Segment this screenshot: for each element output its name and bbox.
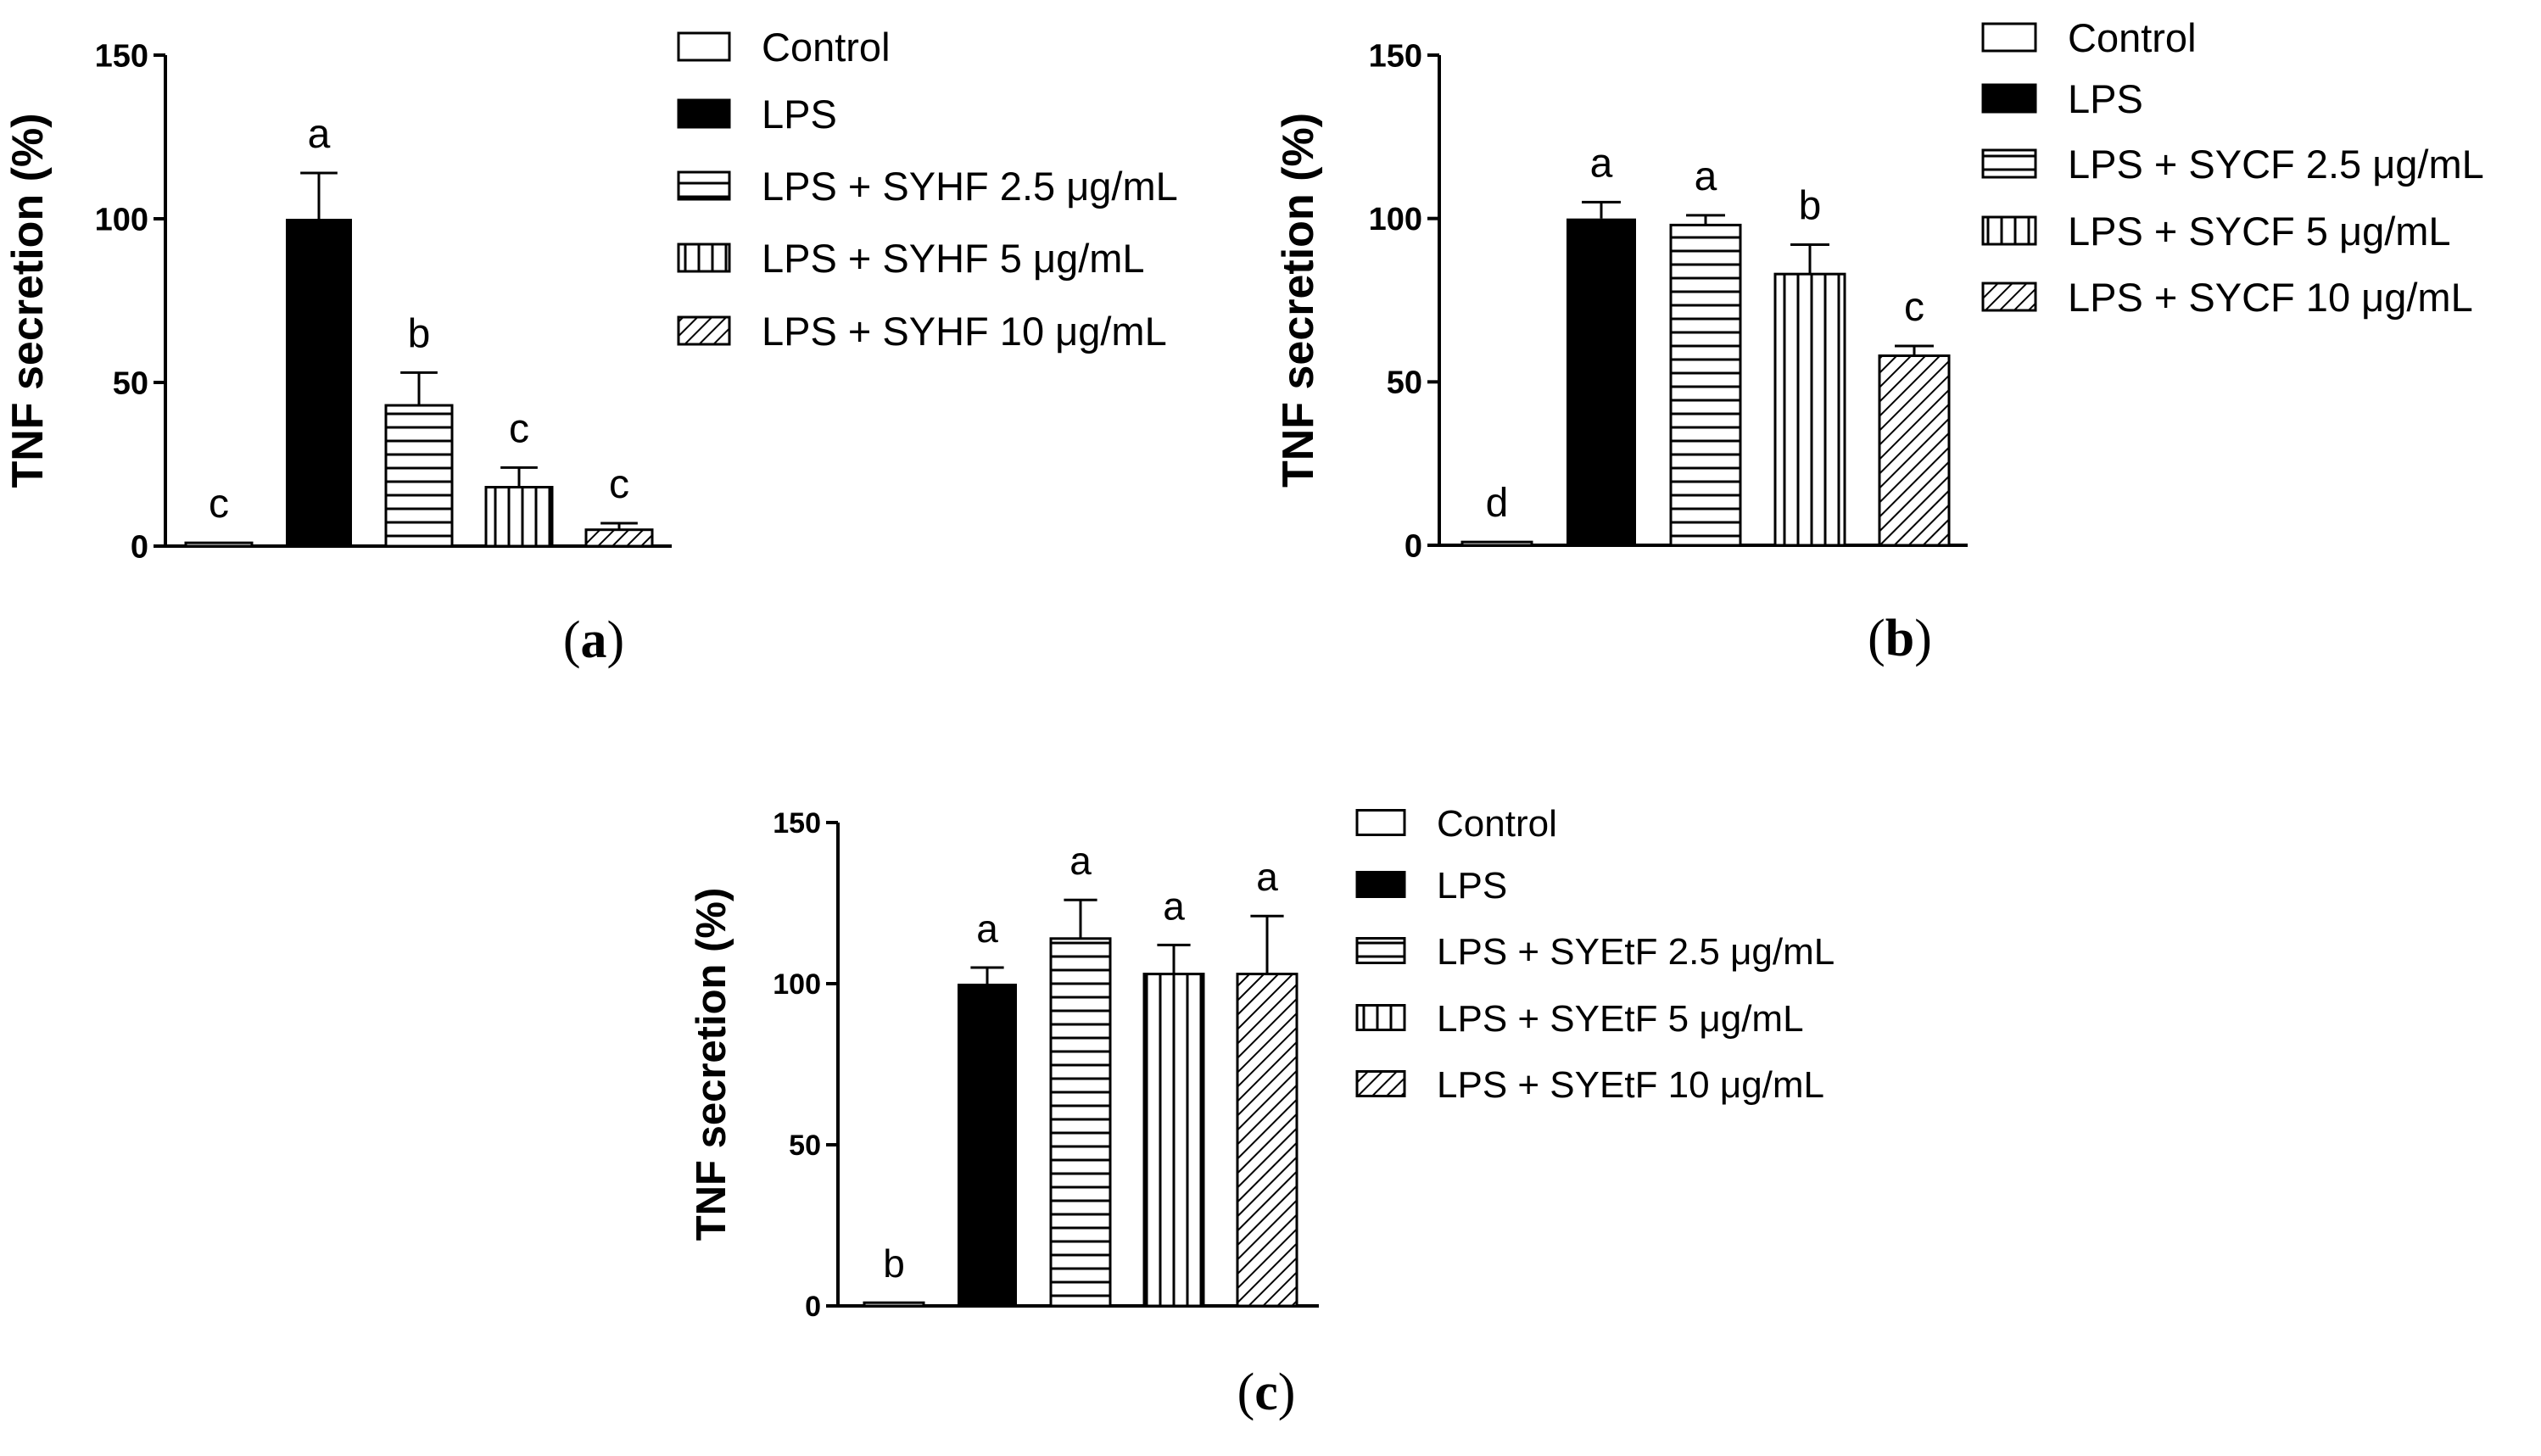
significance-letter: a bbox=[1163, 884, 1185, 928]
bar bbox=[1142, 973, 1205, 1308]
legend-swatch bbox=[677, 31, 731, 62]
y-tick-label: 50 bbox=[113, 365, 148, 401]
significance-letter: a bbox=[976, 907, 998, 951]
bar bbox=[1566, 218, 1636, 545]
bar bbox=[286, 219, 352, 546]
significance-letter: c bbox=[1904, 285, 1924, 330]
legend-swatch bbox=[1355, 1004, 1406, 1031]
legend-swatch bbox=[677, 98, 731, 129]
legend-entry: LPS + SYEtF 2.5 μg/mL bbox=[1437, 931, 1835, 973]
y-tick-label: 0 bbox=[1405, 528, 1422, 564]
bar bbox=[1878, 354, 1951, 547]
panel-label-open-paren: ( bbox=[1868, 610, 1885, 667]
bar bbox=[863, 1301, 925, 1308]
y-tick-label: 150 bbox=[773, 807, 821, 840]
bar bbox=[384, 404, 454, 548]
legend-entry: LPS + SYHF 5 μg/mL bbox=[762, 236, 1145, 281]
significance-letter: c bbox=[509, 406, 529, 451]
legend-entry: Control bbox=[1437, 803, 1557, 845]
bar bbox=[1049, 937, 1112, 1308]
bar bbox=[184, 541, 254, 548]
legend-swatch bbox=[677, 315, 731, 346]
bar bbox=[1669, 223, 1742, 547]
chart-panel-b: 0 50 100 150 TNF secretion (%) d a a b c Control LP… bbox=[1274, 15, 2484, 667]
panel-label-letter: b bbox=[1885, 610, 1914, 667]
significance-letter: b bbox=[408, 311, 431, 356]
chart-panel-a: 0 50 100 150 TNF secretion (%) c a b c c Control LP… bbox=[3, 25, 1178, 669]
legend-entry: Control bbox=[762, 25, 891, 70]
panel-label-close-paren: ) bbox=[1278, 1364, 1296, 1421]
legend-swatch bbox=[1981, 22, 2037, 53]
significance-letter: b bbox=[883, 1241, 905, 1286]
legend-swatch bbox=[1355, 871, 1406, 898]
legend-swatch bbox=[1355, 1070, 1406, 1097]
panel-label-letter: a bbox=[581, 611, 607, 669]
bar bbox=[1460, 540, 1533, 547]
y-tick-label: 100 bbox=[95, 202, 148, 237]
legend-entry: LPS + SYEtF 10 μg/mL bbox=[1437, 1064, 1824, 1106]
legend-entry: LPS + SYCF 10 μg/mL bbox=[2068, 275, 2473, 320]
panel-label: (a) bbox=[563, 611, 624, 669]
panel-label-open-paren: ( bbox=[563, 611, 581, 669]
legend-entry: LPS bbox=[762, 92, 837, 137]
y-axis-label: TNF secretion (%) bbox=[689, 888, 734, 1241]
legend-swatch bbox=[1355, 809, 1406, 836]
y-axis-label: TNF secretion (%) bbox=[1274, 113, 1323, 488]
panel-label-close-paren: ) bbox=[1914, 610, 1932, 667]
legend-swatch bbox=[1981, 215, 2037, 246]
y-axis-label: TNF secretion (%) bbox=[3, 113, 53, 488]
y-tick-label: 100 bbox=[1369, 202, 1422, 237]
bar bbox=[1236, 973, 1298, 1308]
legend-entry: LPS + SYCF 5 μg/mL bbox=[2068, 209, 2451, 254]
y-tick-label: 100 bbox=[773, 968, 821, 1001]
legend-entry: LPS bbox=[2068, 76, 2143, 121]
legend-swatch bbox=[677, 170, 731, 201]
bar bbox=[484, 486, 554, 548]
y-tick-label: 150 bbox=[95, 38, 148, 74]
legend-entry: LPS + SYEtF 5 μg/mL bbox=[1437, 998, 1804, 1040]
y-tick-label: 0 bbox=[131, 529, 148, 565]
legend-entry: LPS + SYCF 2.5 μg/mL bbox=[2068, 142, 2484, 187]
significance-letter: a bbox=[1695, 154, 1717, 199]
panel-label: (c) bbox=[1237, 1364, 1296, 1421]
legend-entry: LPS bbox=[1437, 865, 1507, 907]
bar bbox=[584, 528, 654, 548]
y-tick-label: 50 bbox=[789, 1130, 821, 1162]
y-tick-label: 150 bbox=[1369, 38, 1422, 74]
legend-entry: LPS + SYHF 10 μg/mL bbox=[762, 309, 1167, 354]
significance-letter: a bbox=[1256, 855, 1278, 899]
panel-label-letter: c bbox=[1254, 1364, 1278, 1421]
panel-label: (b) bbox=[1868, 610, 1932, 667]
significance-letter: a bbox=[1069, 839, 1092, 883]
legend-swatch bbox=[1981, 148, 2037, 179]
legend-entry: LPS + SYHF 2.5 μg/mL bbox=[762, 164, 1178, 209]
significance-letter: a bbox=[1590, 141, 1613, 186]
significance-letter: b bbox=[1799, 183, 1822, 228]
y-tick-label: 0 bbox=[805, 1291, 821, 1323]
legend-swatch bbox=[1981, 282, 2037, 312]
y-tick-label: 50 bbox=[1387, 365, 1422, 401]
panel-label-close-paren: ) bbox=[607, 611, 625, 669]
significance-letter: d bbox=[1486, 481, 1509, 526]
bar bbox=[958, 984, 1017, 1306]
bar bbox=[1773, 272, 1846, 547]
legend-entry: Control bbox=[2068, 15, 2197, 60]
legend-swatch bbox=[1355, 937, 1406, 964]
legend-swatch bbox=[677, 243, 731, 273]
panel-label-open-paren: ( bbox=[1237, 1364, 1255, 1421]
significance-letter: c bbox=[609, 462, 629, 507]
significance-letter: a bbox=[308, 112, 331, 157]
significance-letter: c bbox=[209, 482, 229, 527]
chart-panel-c: 0 50 100 150 TNF secretion (%) b a a a a Control LP… bbox=[689, 803, 1835, 1421]
legend-swatch bbox=[1981, 83, 2037, 114]
